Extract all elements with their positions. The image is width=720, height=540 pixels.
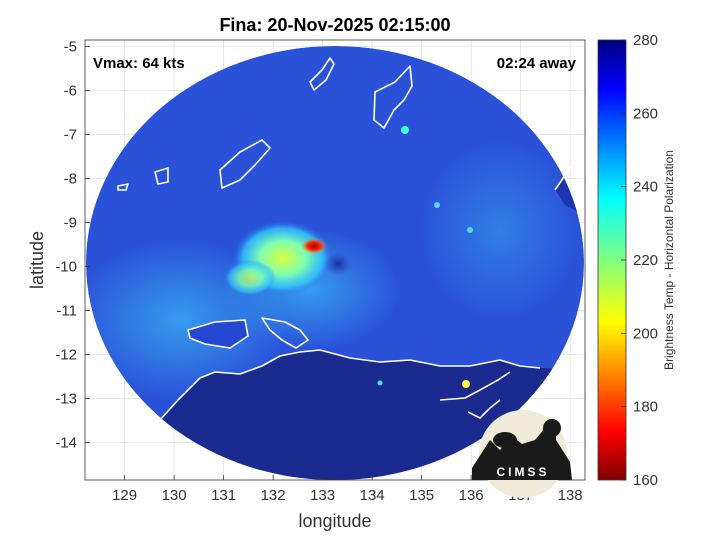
x-tick-label: 131 xyxy=(211,487,236,504)
eye xyxy=(324,252,352,276)
x-tick-label: 136 xyxy=(459,487,484,504)
colorbar-label: Brightness Temp - Horizontal Polarizatio… xyxy=(662,150,676,370)
convective-core xyxy=(301,238,327,254)
y-tick-label: -9 xyxy=(64,215,77,232)
cimss-logo: CIMSS xyxy=(472,410,572,498)
x-tick-label: 138 xyxy=(558,487,583,504)
x-tick-label: 132 xyxy=(261,487,286,504)
axes-box xyxy=(84,39,586,481)
logo-tower-tank xyxy=(543,419,561,437)
away-label: 02:24 away xyxy=(497,55,577,72)
x-tick-label: 130 xyxy=(162,487,187,504)
spot-5 xyxy=(467,227,473,233)
colorbar-tick-label: 160 xyxy=(633,472,658,489)
coastlines xyxy=(117,57,585,421)
y-axis-label: latitude xyxy=(27,231,47,289)
y-tick-label: -13 xyxy=(55,391,77,408)
x-axis-label: longitude xyxy=(298,511,371,531)
x-tick-label: 135 xyxy=(409,487,434,504)
x-tick-label: 129 xyxy=(112,487,137,504)
colorbar-tick-label: 180 xyxy=(633,399,658,416)
y-tick-label: -12 xyxy=(55,347,77,364)
y-tick-label: -5 xyxy=(64,39,77,56)
colorbar-tick-label: 220 xyxy=(633,252,658,269)
spiral-band-tail xyxy=(224,260,276,296)
colorbar-tick-label: 200 xyxy=(633,325,658,342)
y-tick-label: -10 xyxy=(55,259,77,276)
y-tick-label: -14 xyxy=(55,435,77,452)
y-tick-label: -11 xyxy=(56,303,77,320)
east-band-haze xyxy=(420,140,580,320)
spot-3 xyxy=(377,380,383,386)
y-tick-label: -6 xyxy=(64,83,77,100)
spot-1 xyxy=(401,126,409,134)
colorbar-tick-label: 260 xyxy=(633,105,658,122)
colorbar-tick-label: 280 xyxy=(633,32,658,49)
x-tick-label: 134 xyxy=(360,487,385,504)
spot-4 xyxy=(434,202,440,208)
y-tick-label: -7 xyxy=(64,127,77,144)
logo-banner xyxy=(476,462,570,480)
y-tick-label: -8 xyxy=(64,171,77,188)
colorbar-ticks: 160 180 200 220 240 260 280 xyxy=(621,32,658,489)
island-fill-west xyxy=(188,320,248,348)
logo-dish xyxy=(493,432,517,448)
y-ticks: -5 -6 -7 -8 -9 -10 -11 -12 -13 -14 xyxy=(55,39,90,452)
x-tick-label: 133 xyxy=(310,487,335,504)
colorbar-tick-label: 240 xyxy=(633,179,658,196)
colorbar: 160 180 200 220 240 260 280 Brightness Temp - … xyxy=(597,32,676,489)
chart-title: Fina: 20-Nov-2025 02:15:00 xyxy=(219,15,450,35)
logo-text: CIMSS xyxy=(496,465,549,479)
spot-2 xyxy=(462,380,470,388)
vmax-label: Vmax: 64 kts xyxy=(93,55,185,72)
